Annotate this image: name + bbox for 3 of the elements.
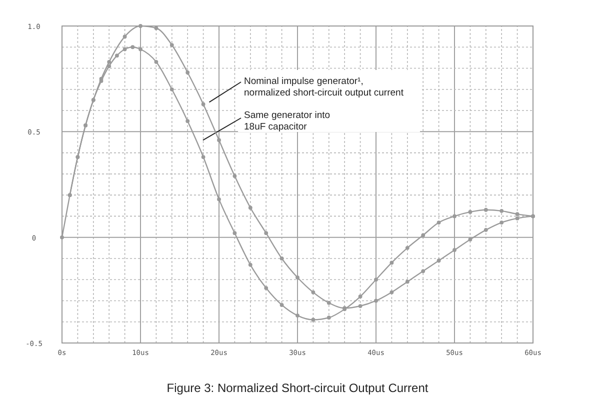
annotation: Same generator into 18uF capacitor	[244, 110, 330, 132]
text: Figure 3: Normalized Short-circuit Output Current	[166, 381, 429, 395]
annotation: Nominal impulse generator¹, normalized short-circuit output current	[244, 76, 404, 98]
